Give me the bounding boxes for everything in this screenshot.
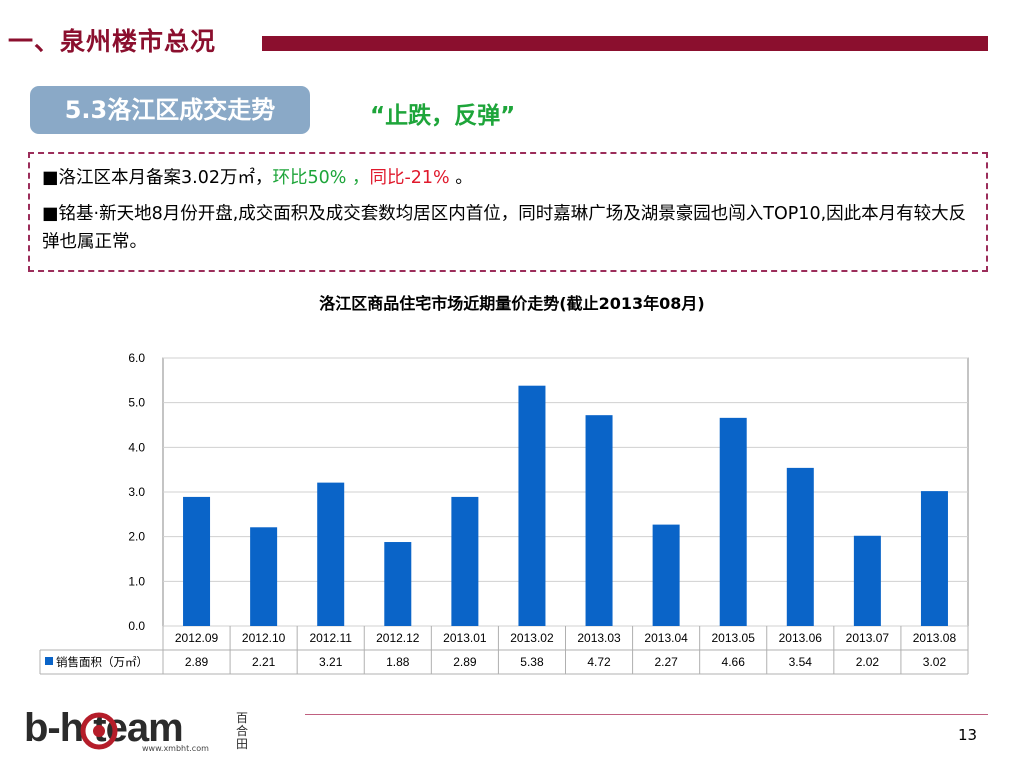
data-label: 4.72 <box>587 655 611 669</box>
mom-change: 环比50% ， <box>272 168 370 188</box>
yoy-change: 同比-21% <box>369 168 450 188</box>
x-tick-label: 2013.03 <box>577 631 621 645</box>
bar <box>853 535 881 626</box>
data-label: 5.38 <box>520 655 544 669</box>
y-tick-label: 2.0 <box>128 530 145 544</box>
data-label: 3.54 <box>789 655 813 669</box>
data-label: 1.88 <box>386 655 410 669</box>
bar <box>317 482 345 626</box>
bar <box>786 467 814 626</box>
logo-cn: 百合田 <box>236 711 249 751</box>
y-tick-label: 6.0 <box>128 351 145 365</box>
bar <box>920 491 948 626</box>
y-tick-label: 4.0 <box>128 440 145 454</box>
notes-box: ■洛江区本月备案3.02万㎡，环比50% ，同比-21% 。 ■铭基·新天地8月… <box>28 152 988 272</box>
logo-swirl-icon <box>80 712 118 750</box>
x-tick-label: 2013.07 <box>846 631 890 645</box>
x-tick-label: 2012.11 <box>309 631 352 645</box>
company-logo: b-h team www.xmbht.com 百合田 <box>24 706 256 756</box>
footer-divider <box>305 714 988 715</box>
y-tick-label: 5.0 <box>128 396 145 410</box>
page-number: 13 <box>958 726 978 744</box>
data-label: 3.21 <box>319 655 343 669</box>
data-label: 2.89 <box>453 655 477 669</box>
data-label: 2.02 <box>856 655 880 669</box>
x-tick-label: 2012.12 <box>376 631 420 645</box>
bar <box>518 385 546 626</box>
slogan: “止跌，反弹” <box>370 103 516 129</box>
bar <box>250 527 278 626</box>
note-line-1-prefix: ■洛江区本月备案3.02万㎡， <box>42 168 273 188</box>
bar <box>384 542 412 626</box>
note-line-2: ■铭基·新天地8月份开盘,成交面积及成交套数均居区内首位，同时嘉琳广场及湖景豪园… <box>42 204 967 252</box>
y-tick-label: 1.0 <box>128 574 145 588</box>
data-label: 2.21 <box>252 655 276 669</box>
x-tick-label: 2013.08 <box>913 631 957 645</box>
data-label: 2.27 <box>654 655 678 669</box>
chart-title: 洛江区商品住宅市场近期量价走势(截止2013年08月) <box>319 294 705 313</box>
data-label: 3.02 <box>923 655 947 669</box>
section-title: 一、泉州楼市总况 <box>8 27 217 56</box>
note-line-1: ■洛江区本月备案3.02万㎡，环比50% ，同比-21% 。 <box>42 164 974 192</box>
title-bar <box>262 36 988 51</box>
data-label: 4.66 <box>722 655 746 669</box>
x-tick-label: 2013.04 <box>644 631 688 645</box>
x-tick-label: 2013.05 <box>712 631 756 645</box>
logo-url: www.xmbht.com <box>142 744 209 753</box>
logo-text: b-h team <box>24 706 184 750</box>
subtitle-box: 5.3洛江区成交走势 <box>30 86 310 134</box>
x-tick-label: 2012.09 <box>175 631 219 645</box>
bar <box>652 524 680 626</box>
x-tick-label: 2013.06 <box>779 631 823 645</box>
bar <box>451 496 479 626</box>
x-tick-label: 2013.02 <box>510 631 554 645</box>
legend-label: 销售面积（万㎡） <box>56 655 148 669</box>
bar <box>719 417 747 626</box>
bar <box>585 415 613 626</box>
x-tick-label: 2012.10 <box>242 631 286 645</box>
y-tick-label: 3.0 <box>128 485 145 499</box>
x-tick-label: 2013.01 <box>443 631 487 645</box>
note-line-1-suffix: 。 <box>449 168 473 188</box>
bar <box>183 496 211 626</box>
data-label: 2.89 <box>185 655 209 669</box>
y-tick-label: 0.0 <box>128 619 145 633</box>
legend-swatch <box>45 657 53 665</box>
